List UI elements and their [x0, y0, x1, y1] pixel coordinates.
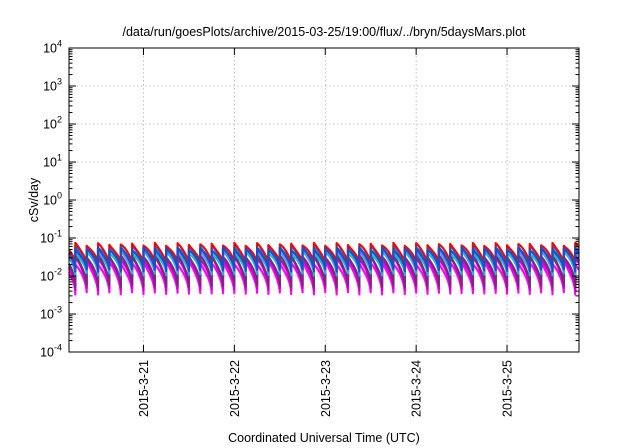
y-tick-exponent: 4	[57, 39, 62, 49]
y-tick-base: 10	[43, 80, 57, 94]
series-line	[68, 253, 580, 289]
y-tick-base: 10	[43, 156, 57, 170]
y-tick-exponent: -3	[54, 305, 62, 315]
y-tick-label: 10-1	[40, 229, 62, 246]
x-tick-labels: 2015-3-21 2015-3-22 2015-3-23 2015-3-24 2015…	[137, 360, 515, 417]
series-group	[68, 241, 580, 296]
y-tick-base: 10	[40, 308, 54, 322]
x-tick-label: 2015-3-23	[319, 360, 333, 417]
y-tick-base: 10	[43, 42, 57, 56]
y-tick-label: 10-4	[40, 343, 62, 360]
y-tick-label: 103	[43, 77, 62, 94]
y-tick-exponent: 2	[57, 115, 62, 125]
x-tick-label: 2015-3-25	[501, 360, 515, 417]
y-tick-exponent: -1	[54, 229, 62, 239]
y-tick-label: 101	[43, 153, 62, 170]
y-tick-label: 102	[43, 115, 62, 132]
y-tick-exponent: 3	[57, 77, 62, 87]
series-line	[68, 246, 580, 273]
y-tick-base: 10	[40, 270, 54, 284]
chart-title: /data/run/goesPlots/archive/2015-03-25/1…	[122, 25, 526, 39]
y-axis-label: cSv/day	[27, 177, 41, 222]
y-tick-exponent: 0	[57, 191, 62, 201]
y-tick-exponent: -2	[54, 267, 62, 277]
y-tick-exponent: -4	[54, 343, 62, 353]
axis-ticks	[69, 47, 579, 353]
y-tick-label: 100	[43, 191, 62, 208]
y-tick-label: 104	[43, 39, 62, 56]
y-tick-base: 10	[43, 194, 57, 208]
x-axis-label: Coordinated Universal Time (UTC)	[228, 431, 420, 445]
y-tick-base: 10	[40, 232, 54, 246]
y-tick-label: 10-2	[40, 267, 62, 284]
y-tick-base: 10	[40, 346, 54, 360]
x-tick-label: 2015-3-24	[410, 360, 424, 417]
grid	[69, 48, 579, 352]
x-tick-label: 2015-3-22	[228, 360, 242, 417]
y-tick-exponent: 1	[57, 153, 62, 163]
y-tick-base: 10	[43, 118, 57, 132]
y-tick-label: 10-3	[40, 305, 62, 322]
x-tick-label: 2015-3-21	[137, 360, 151, 417]
